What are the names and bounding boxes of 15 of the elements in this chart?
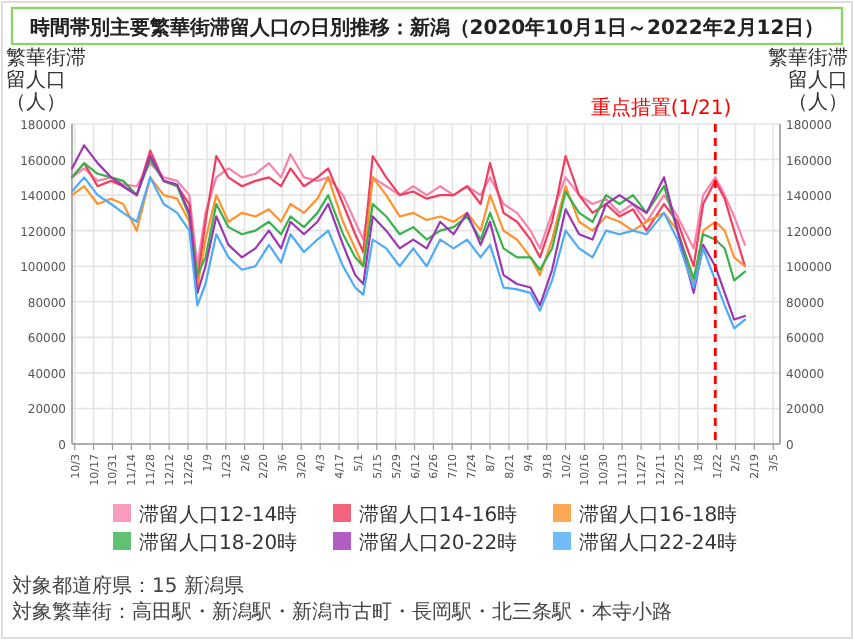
y2-axis-title: 繁華街滞留人口（人） <box>766 48 848 114</box>
legend-label: 滞留人口14-16時 <box>359 503 518 527</box>
legend-label: 滞留人口22-24時 <box>579 531 738 555</box>
line-series <box>70 176 747 330</box>
legend-label: 滞留人口12-14時 <box>139 503 298 527</box>
line-series <box>70 144 747 321</box>
y-axis-title: 繁華街滞留人口（人） <box>6 48 88 114</box>
legend-label: 滞留人口18-20時 <box>139 531 298 555</box>
chart-title: 時間帯別主要繁華街滞留人口の日別推移：新潟（2020年10月1日～2022年2月12日） <box>29 16 825 40</box>
line-series <box>70 176 747 289</box>
legend-label: 滞留人口20-22時 <box>359 531 518 555</box>
text: 対象都道府県：15 新潟県 <box>12 574 244 598</box>
legend-label: 滞留人口16-18時 <box>579 503 738 527</box>
ref-line-label: 重点措置(1/21) <box>590 96 732 120</box>
text: 対象繁華街：高田駅・新潟駅・新潟市古町・長岡駅・北三条駅・本寺小路 <box>12 600 672 624</box>
